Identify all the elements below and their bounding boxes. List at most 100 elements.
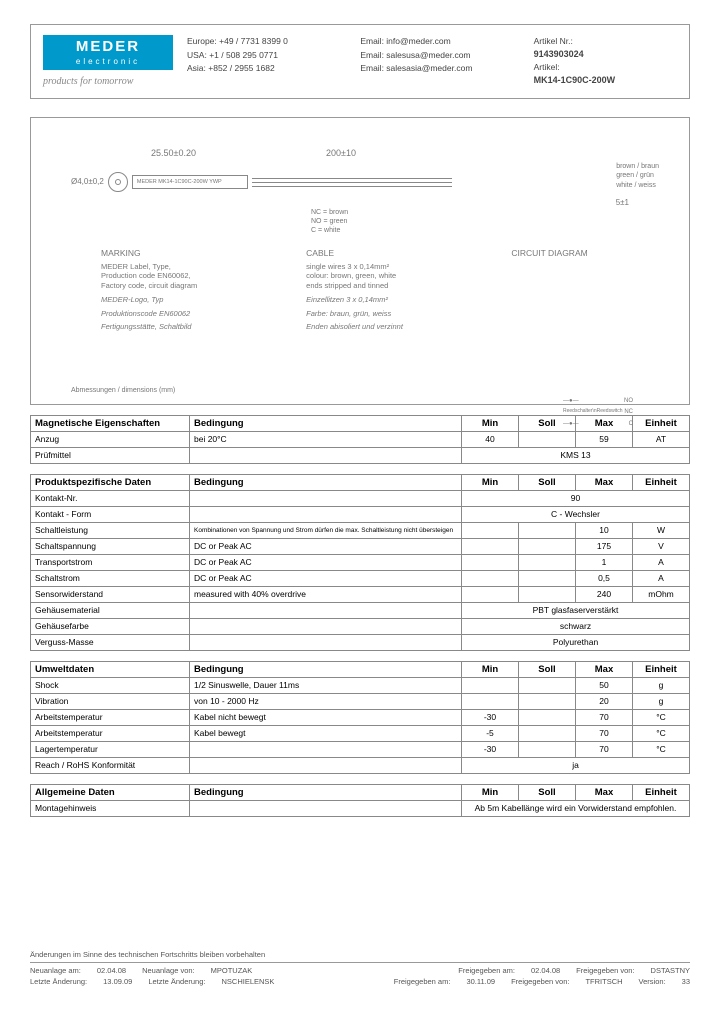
th: Soll [519,474,576,490]
td: Anzug [31,431,190,447]
th: Einheit [633,474,690,490]
contact-asia: Asia: +852 / 2955 1682 [187,62,346,76]
td: Lagertemperatur [31,741,190,757]
marking-t1: MEDER Label, Type, [101,262,276,272]
td [519,741,576,757]
dim-cable: 200±10 [326,148,356,158]
dimensions-note: Abmessungen / dimensions (mm) [71,387,175,394]
marking-t3: Factory code, circuit diagram [101,281,276,291]
td: Kontakt - Form [31,506,190,522]
email-info: Email: info@meder.com [360,35,519,49]
td: W [633,522,690,538]
table-row: Gehäusefarbeschwarz [31,618,690,634]
cable-hd: CABLE [306,248,481,259]
circuit-section: CIRCUIT DIAGRAM —●—NO Reedschalter\nReed… [511,248,669,333]
td: A [633,570,690,586]
th: Einheit [633,784,690,800]
td: 10 [576,522,633,538]
th: Einheit [633,415,690,431]
header-contacts-email: Email: info@meder.com Email: salesusa@me… [360,35,519,88]
diagram-box: 25.50±0.20 200±10 Ø4,0±0,2 MEDER MK14-1C… [30,117,690,405]
th: Min [462,784,519,800]
marking-i2: Produktionscode EN60062 [101,309,276,319]
table-row: Verguss-MassePolyurethan [31,634,690,650]
f-val: TFRITSCH [585,977,622,986]
td: Kombinationen von Spannung und Strom dür… [190,522,462,538]
td: Vibration [31,693,190,709]
td: 70 [576,709,633,725]
f-label: Neuanlage am: [30,966,81,975]
td: -30 [462,741,519,757]
td: Kabel nicht bewegt [190,709,462,725]
td: Kontakt-Nr. [31,490,190,506]
dim-diameter: Ø4,0±0,2 [71,177,104,186]
sensor-hole-icon [108,172,128,192]
th: Bedingung [190,474,462,490]
table-row: ArbeitstemperaturKabel nicht bewegt-3070… [31,709,690,725]
header-article: Artikel Nr.: 9143903024 Artikel: MK14-1C… [534,35,677,88]
footer: Änderungen im Sinne des technischen Fort… [30,950,690,986]
th: Umweltdaten [31,661,190,677]
th: Soll [519,661,576,677]
table-row: Shock1/2 Sinuswelle, Dauer 11ms50g [31,677,690,693]
td: bei 20°C [190,431,462,447]
table-row: ArbeitstemperaturKabel bewegt-570°C [31,725,690,741]
cable-t3: ends stripped and tinned [306,281,481,291]
td [190,490,462,506]
td: Gehäusefarbe [31,618,190,634]
diagram-sensor: Ø4,0±0,2 MEDER MK14-1C90C-200W YWP [71,172,452,192]
td: 40 [462,431,519,447]
dim-body: 25.50±0.20 [151,148,196,158]
td: -5 [462,725,519,741]
th: Einheit [633,661,690,677]
td [519,586,576,602]
slogan: products for tomorrow [43,76,173,87]
td [519,570,576,586]
td: Verguss-Masse [31,634,190,650]
td: Transportstrom [31,554,190,570]
td [190,602,462,618]
td [190,634,462,650]
td: 50 [576,677,633,693]
td: C - Wechsler [462,506,690,522]
diagram-dims: 25.50±0.20 200±10 [151,148,356,158]
f-label: Letzte Änderung: [148,977,205,986]
td: 1 [576,554,633,570]
table-header-row: Allgemeine Daten Bedingung Min Soll Max … [31,784,690,800]
td: -30 [462,709,519,725]
th: Min [462,474,519,490]
footer-row-1: Neuanlage am:02.04.08 Neuanlage von:MPOT… [30,966,690,975]
td: g [633,677,690,693]
td [519,709,576,725]
td [519,538,576,554]
td: Shock [31,677,190,693]
td: 20 [576,693,633,709]
table-general: Allgemeine Daten Bedingung Min Soll Max … [30,784,690,817]
td [190,757,462,773]
td: AT [633,431,690,447]
td: °C [633,741,690,757]
td [462,554,519,570]
article-label: Artikel: [534,61,677,74]
table-row: SchaltspannungDC or Peak AC175V [31,538,690,554]
td [190,447,462,463]
td: von 10 - 2000 Hz [190,693,462,709]
td: Sensorwiderstand [31,586,190,602]
cable-t2: colour: brown, green, white [306,271,481,281]
td [519,693,576,709]
table-environmental: Umweltdaten Bedingung Min Soll Max Einhe… [30,661,690,774]
table-row: Lagertemperatur-3070°C [31,741,690,757]
f-label: Freigegeben von: [576,966,634,975]
td [462,677,519,693]
table-row: Vibrationvon 10 - 2000 Hz 20g [31,693,690,709]
circ-nc: NC [624,409,633,417]
table-row: TransportstromDC or Peak AC1A [31,554,690,570]
th: Max [576,474,633,490]
pin-c: C = white [311,226,348,235]
td: mOhm [633,586,690,602]
td [462,693,519,709]
td: Gehäusematerial [31,602,190,618]
marking-hd: MARKING [101,248,276,259]
f-label: Neuanlage von: [142,966,195,975]
td: g [633,693,690,709]
